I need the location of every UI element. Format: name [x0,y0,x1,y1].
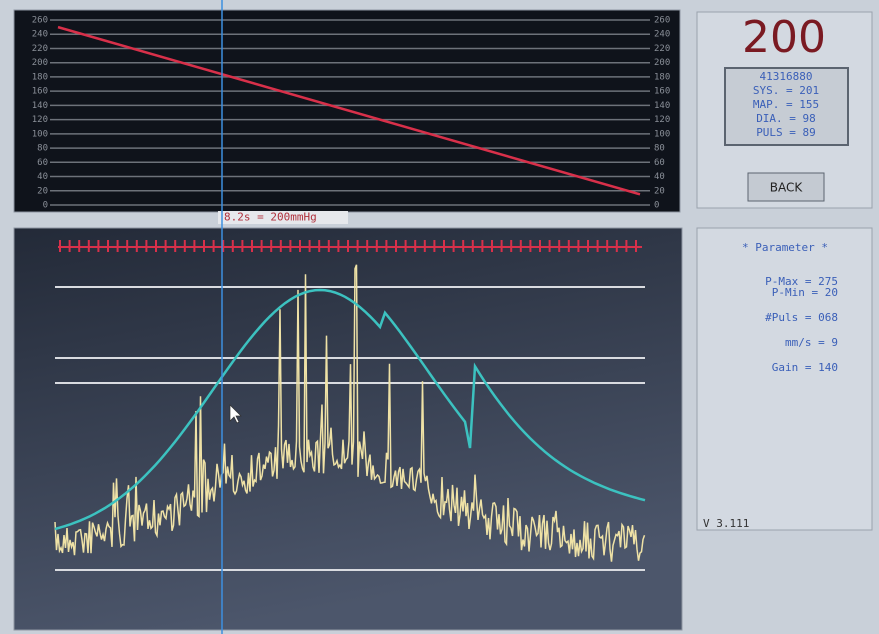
y-tick-label: 140 [32,101,48,111]
oscillation-panel [13,227,683,631]
cursor-label: 8.2s = 200mmHg [224,211,317,224]
y-tick-label-right: 60 [654,158,665,168]
readout-line: DIA. = 98 [756,112,816,125]
y-tick-label: 80 [37,144,48,154]
y-tick-label: 0 [43,201,48,211]
parameter-panel [696,227,873,531]
y-tick-label: 240 [32,30,48,40]
back-button[interactable] [747,172,825,202]
y-tick-label: 180 [32,72,48,82]
y-tick-label: 40 [37,172,48,182]
y-tick-label: 200 [32,58,48,68]
y-tick-label-right: 140 [654,101,670,111]
parameter-row: Gain = 140 [772,361,838,374]
y-tick-label: 120 [32,115,48,125]
y-tick-label: 160 [32,87,48,97]
y-tick-label: 100 [32,129,48,139]
y-tick-label-right: 80 [654,144,665,154]
y-tick-label-right: 40 [654,172,665,182]
parameter-row: #Puls = 068 [765,311,838,324]
readout-box [724,67,849,146]
pressure-line [57,25,641,196]
pressure-value: 200 [742,12,826,63]
y-tick-label-right: 100 [654,129,670,139]
y-tick-label-right: 160 [654,87,670,97]
y-tick-label-right: 0 [654,201,659,211]
readout-line: SYS. = 201 [753,84,819,97]
y-tick-label-right: 120 [654,115,670,125]
cursor-label-bg [218,211,348,224]
y-tick-label-right: 180 [654,72,670,82]
version: V 3.111 [703,517,749,530]
parameter-title: * Parameter * [742,241,828,254]
y-tick-label-right: 220 [654,44,670,54]
parameter-row: P-Max = 275 [765,275,838,288]
y-tick-label: 220 [32,44,48,54]
y-tick-label-right: 260 [654,16,670,26]
pulse-markers [58,240,642,252]
parameter-row: P-Min = 20 [772,286,838,299]
back-label[interactable]: BACK [770,181,804,195]
readout-line: MAP. = 155 [753,98,819,111]
mouse-pointer [229,404,242,424]
y-tick-label: 60 [37,158,48,168]
y-tick-label-right: 240 [654,30,670,40]
y-tick-label-right: 20 [654,186,665,196]
envelope [54,288,646,531]
y-tick-label: 260 [32,16,48,26]
y-tick-label: 20 [37,186,48,196]
parameter-row: mm/s = 9 [785,336,838,349]
oscillation-wave [54,264,646,562]
readout-line: PULS = 89 [756,126,816,139]
readout-id: 41316880 [760,70,813,83]
y-tick-label-right: 200 [654,58,670,68]
